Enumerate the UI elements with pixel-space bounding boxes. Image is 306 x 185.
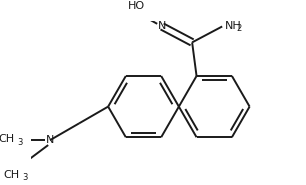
Text: N: N [46, 135, 54, 145]
Text: CH: CH [4, 170, 20, 180]
Text: CH: CH [0, 134, 15, 144]
Text: 3: 3 [23, 173, 28, 182]
Text: 2: 2 [236, 24, 241, 33]
Text: 3: 3 [17, 138, 23, 147]
Text: HO: HO [128, 1, 145, 11]
Text: NH: NH [225, 21, 242, 31]
Text: N: N [158, 21, 166, 31]
